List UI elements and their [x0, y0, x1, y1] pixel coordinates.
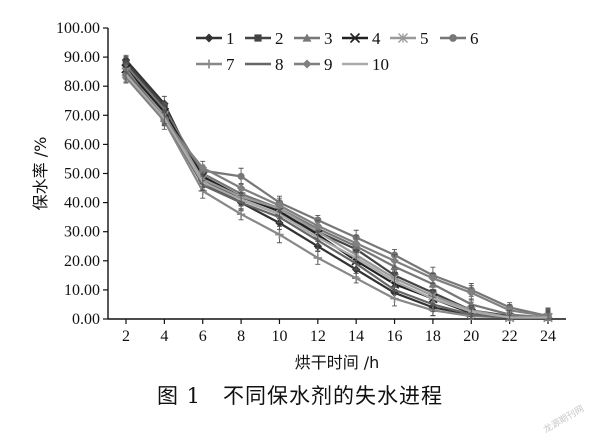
- legend-marker-2: [254, 34, 262, 42]
- y-tick-label: 50.00: [64, 166, 100, 183]
- series-line-6: [125, 73, 549, 318]
- data-point-series-9: [467, 288, 476, 298]
- error-bar: [353, 251, 359, 264]
- x-tick-label: 14: [348, 328, 364, 345]
- data-point-series-6: [237, 172, 245, 180]
- y-tick-label: 80.00: [64, 78, 100, 95]
- legend-marker-6: [449, 34, 457, 42]
- series-line-5: [125, 70, 548, 319]
- legend-marker-7: [204, 59, 214, 69]
- y-tick-label: 100.00: [56, 20, 100, 37]
- legend-marker-3: [302, 33, 312, 42]
- y-tick-label: 20.00: [64, 253, 100, 270]
- x-tick-label: 6: [199, 328, 207, 345]
- x-tick-label: 24: [540, 328, 556, 345]
- x-tick-label: 4: [160, 328, 168, 345]
- data-point-series-7: [236, 210, 246, 219]
- error-bar: [315, 229, 321, 246]
- series-line-3: [125, 65, 549, 319]
- legend-label-9: 9: [324, 55, 333, 74]
- x-tick-label: 20: [463, 328, 479, 345]
- data-point-series-9: [198, 163, 207, 172]
- chart: 0.00 10.00 20.00 30.00 40.00 50.00 60.00 70.00 8…: [31, 20, 566, 372]
- y-tick-label: 40.00: [64, 195, 100, 212]
- series-line-9: [125, 76, 549, 318]
- data-point-series-7: [351, 274, 361, 283]
- series-line-1: [125, 59, 548, 319]
- x-tick-label: 12: [310, 328, 326, 345]
- error-bar: [238, 192, 244, 207]
- x-axis-title: 烘干时间 /h: [295, 353, 380, 372]
- series-line-8: [125, 70, 548, 319]
- error-bar: [468, 306, 474, 317]
- legend-label-4: 4: [372, 29, 381, 48]
- error-bar: [545, 311, 551, 320]
- legend-label-8: 8: [275, 55, 284, 74]
- legend-label-6: 6: [470, 29, 479, 48]
- error-bar: [507, 309, 513, 320]
- y-tick-label: 30.00: [64, 224, 100, 241]
- x-tick-label: 8: [237, 328, 245, 345]
- figure-caption: 图 1 不同保水剂的失水进程: [156, 384, 444, 408]
- y-tick-label: 60.00: [64, 136, 100, 153]
- legend-label-5: 5: [420, 29, 429, 48]
- legend-label-2: 2: [275, 29, 284, 48]
- legend-label-3: 3: [324, 29, 333, 48]
- error-bar: [123, 66, 129, 83]
- data-point-series-7: [313, 253, 323, 263]
- legend-marker-9: [302, 59, 312, 69]
- y-tick-label: 0.00: [72, 311, 100, 328]
- data-point-series-7: [275, 230, 284, 239]
- legend-marker-4: [349, 32, 361, 44]
- data-point-series-9: [428, 274, 438, 283]
- line-chart-svg: 0.00 10.00 20.00 30.00 40.00 50.00 60.00 70.00 8…: [31, 20, 566, 372]
- x-tick-label: 22: [502, 328, 518, 345]
- legend-label-7: 7: [226, 55, 235, 74]
- y-tick-label: 10.00: [64, 282, 100, 299]
- legend-marker-1: [204, 33, 214, 43]
- x-tick-label: 18: [425, 328, 441, 345]
- error-bar: [276, 209, 282, 220]
- series-line-7: [125, 68, 548, 319]
- legend-marker-5: [398, 33, 408, 43]
- data-point-series-9: [390, 256, 399, 265]
- error-bar: [392, 272, 398, 290]
- data-point-series-7: [390, 294, 399, 303]
- data-point-series-9: [236, 183, 246, 193]
- x-tick-label: 16: [387, 328, 403, 345]
- series-line-4: [125, 67, 548, 319]
- legend-label-1: 1: [226, 29, 235, 48]
- series-line-10: [125, 73, 548, 319]
- y-axis-title: 保水率 /%: [31, 137, 50, 211]
- y-tick-label: 90.00: [64, 49, 100, 66]
- series-line-2: [125, 62, 549, 319]
- data-point-series-9: [351, 239, 361, 248]
- error-bar: [161, 112, 167, 125]
- x-tick-label: 10: [271, 328, 287, 345]
- legend-label-10: 10: [372, 55, 389, 74]
- error-bar: [200, 173, 206, 191]
- x-tick-label: 2: [122, 328, 130, 345]
- data-point-series-9: [275, 201, 284, 210]
- error-bar: [430, 291, 436, 306]
- data-point-series-9: [313, 221, 323, 231]
- y-tick-label: 70.00: [64, 107, 100, 124]
